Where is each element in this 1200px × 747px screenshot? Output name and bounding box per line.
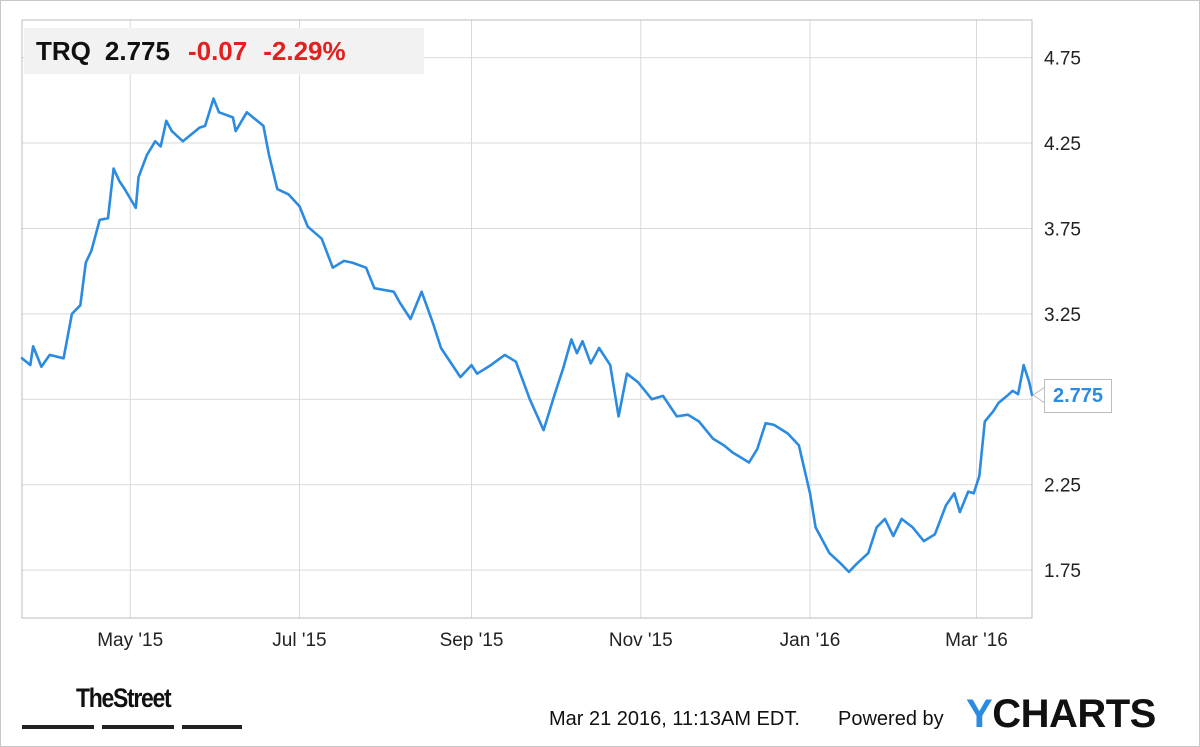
series-line-trq (20, 97, 1034, 574)
thestreet-bar (22, 725, 94, 729)
thestreet-wordmark: TheStreet (76, 683, 172, 713)
x-tick-label: May '15 (97, 630, 163, 651)
y-tick-label: 4.75 (1044, 49, 1081, 70)
grid-lines (22, 20, 1032, 618)
price-change: -0.07 (187, 35, 248, 66)
y-tick-label: 3.25 (1044, 305, 1081, 326)
y-tick-label: 1.75 (1044, 561, 1081, 582)
x-tick-label: Mar '16 (945, 630, 1008, 651)
plot-area-border (21, 19, 1033, 619)
powered-by-text: Powered by (838, 708, 944, 730)
x-axis-ticks: May '15 Jul '15 Sep '15 Nov '15 Jan '16 Mar '… (97, 630, 1008, 651)
series-layer (20, 97, 1034, 574)
last-value-pointer (1032, 386, 1046, 404)
quote-header: TRQ 2.775 -0.07 -2.29% (24, 28, 424, 74)
y-tick-label: 3.75 (1044, 219, 1081, 240)
price-change-percent: -2.29% (263, 35, 346, 66)
ycharts-logo-y: Y (966, 692, 993, 736)
thestreet-bar (182, 725, 242, 729)
ticker-symbol: TRQ (36, 35, 91, 66)
ycharts-logo[interactable]: YCHARTS (966, 692, 1156, 737)
timestamp: Mar 21 2016, 11:13AM EDT. (549, 708, 800, 730)
x-tick-label: Nov '15 (609, 630, 673, 651)
thestreet-bar (102, 725, 174, 729)
y-tick-label: 4.25 (1044, 134, 1081, 155)
last-value-label: 2.775 (1044, 379, 1113, 414)
x-tick-label: Jan '16 (780, 630, 841, 651)
ycharts-logo-text: CHARTS (992, 692, 1156, 736)
current-price: 2.775 (104, 35, 170, 66)
y-axis-ticks: 1.752.252.753.253.754.254.75 (1044, 49, 1081, 583)
x-tick-label: Sep '15 (440, 630, 504, 651)
x-tick-label: Jul '15 (272, 630, 326, 651)
y-tick-label: 2.25 (1044, 476, 1081, 497)
